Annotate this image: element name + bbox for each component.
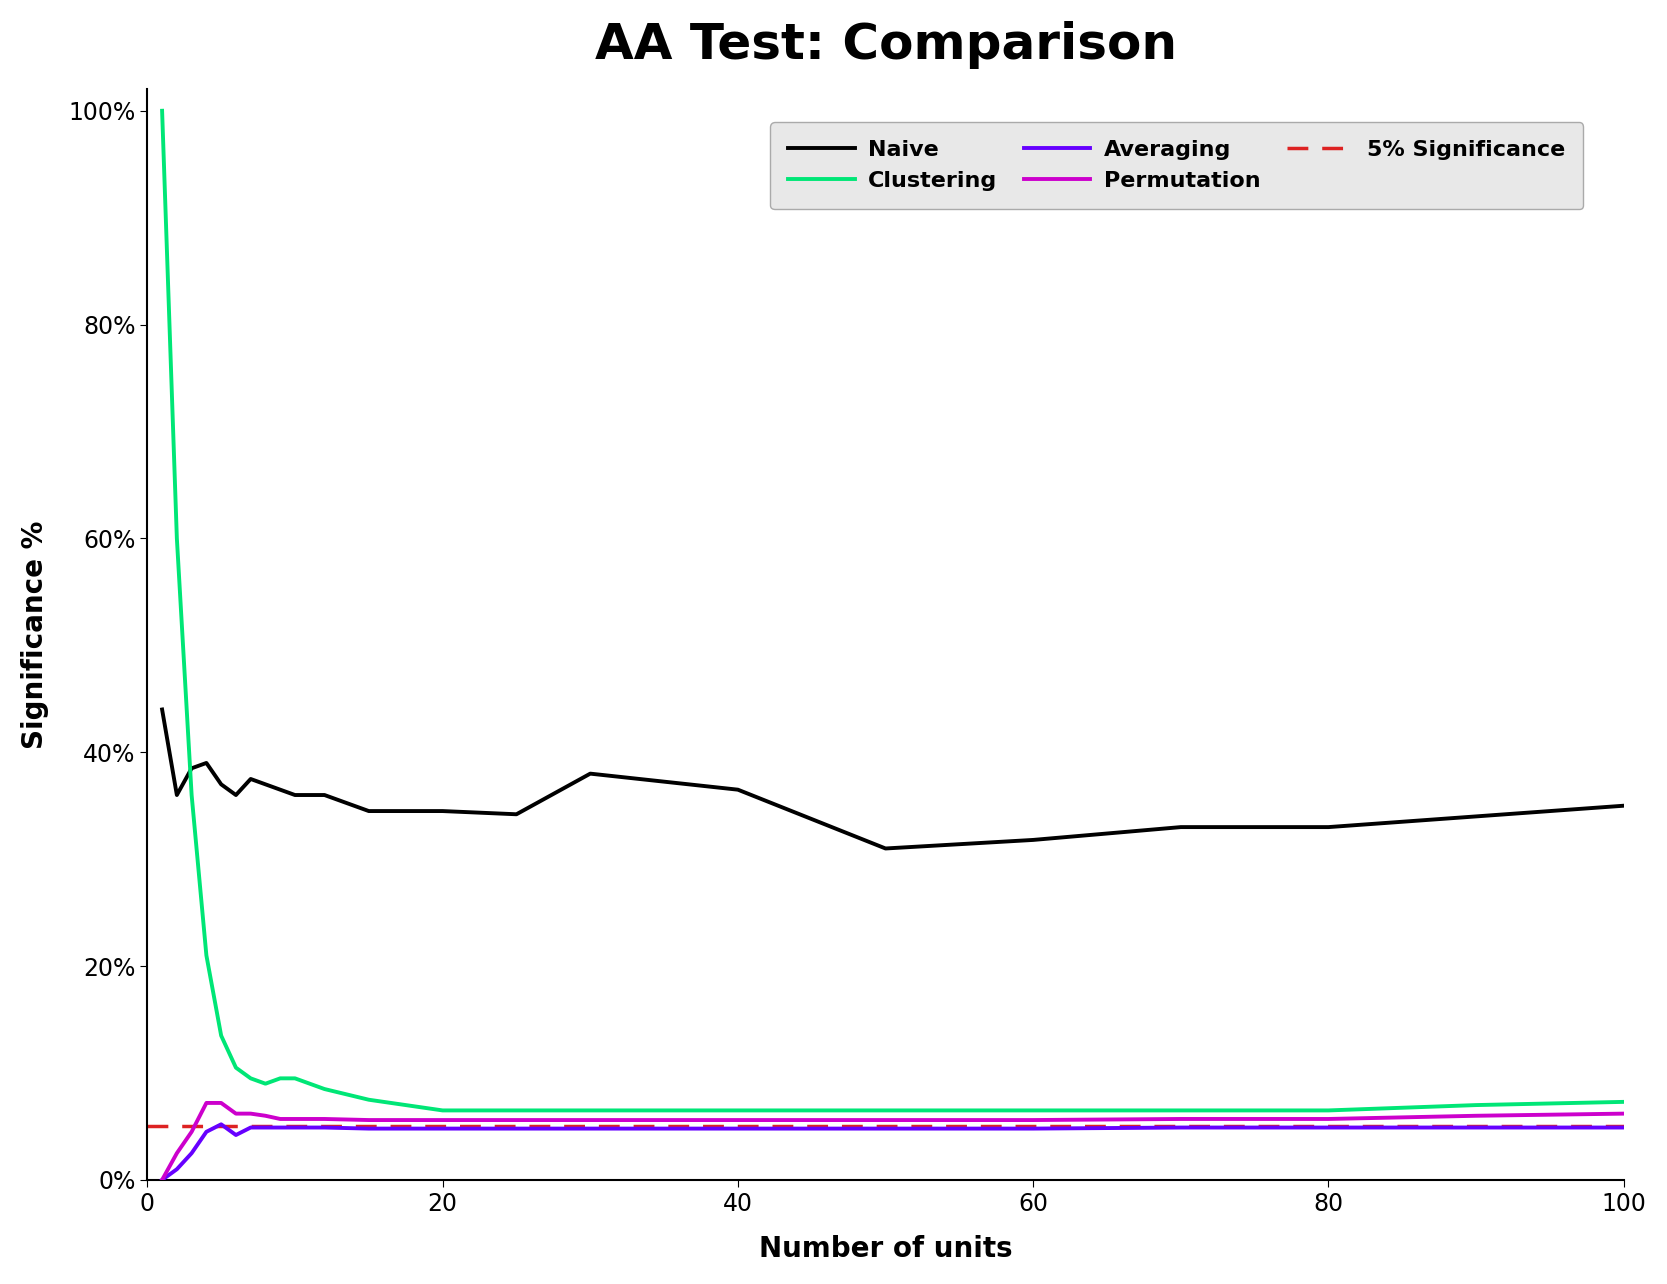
Y-axis label: Significance %: Significance % [20, 520, 48, 749]
Title: AA Test: Comparison: AA Test: Comparison [595, 21, 1177, 69]
Legend: Naive, Clustering, Averaging, Permutation, 5% Significance: Naive, Clustering, Averaging, Permutatio… [770, 122, 1584, 209]
X-axis label: Number of units: Number of units [758, 1235, 1012, 1263]
